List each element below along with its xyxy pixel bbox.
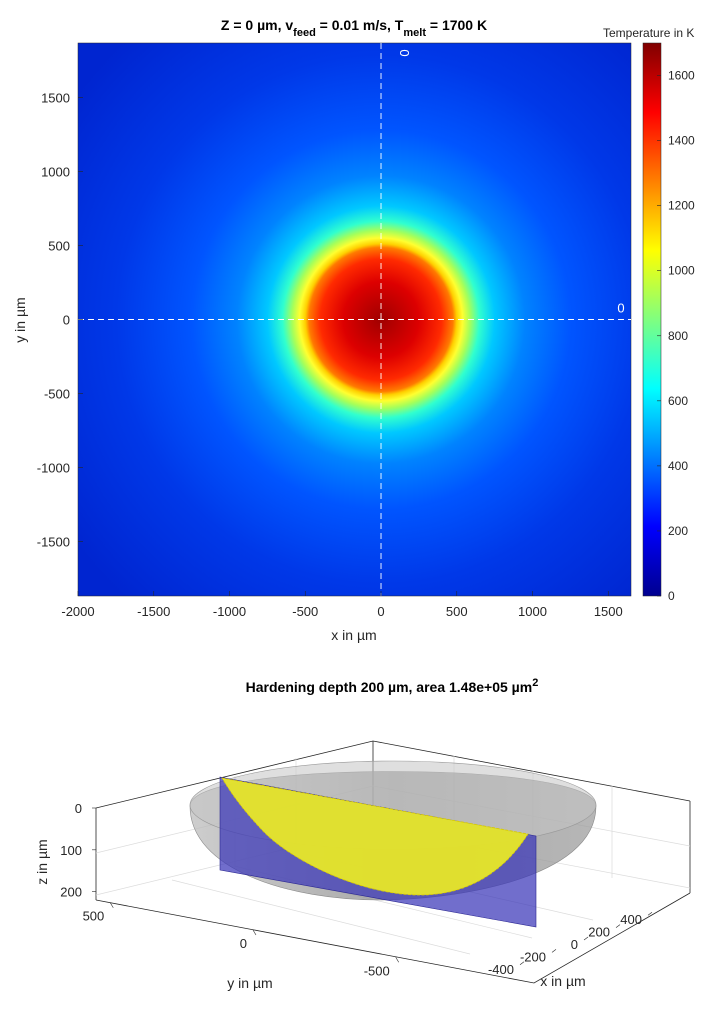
front-box-edges (95, 892, 691, 984)
y-axis-label: y in µm (227, 975, 272, 991)
heatmap-y-tick-label: 1000 (41, 165, 70, 180)
heatmap-y-tick-label: -500 (44, 386, 70, 401)
y-tick-label: 500 (83, 909, 105, 924)
heatmap-x-tick-label: -1500 (137, 604, 170, 619)
z-axis-label: z in µm (34, 839, 50, 884)
heatmap-x-tick-label: 0 (377, 604, 384, 619)
heatmap-y-tick-label: -1500 (37, 534, 70, 549)
x-tick-label: -400 (488, 962, 514, 977)
heatmap-x-tick-label: -2000 (61, 604, 94, 619)
x-tick (647, 911, 653, 916)
heatmap-y-tick-label: -1000 (37, 460, 70, 475)
y-tick (110, 902, 114, 908)
heatmap-x-tick-label: 1500 (594, 604, 623, 619)
colorbar-tick-label: 800 (668, 329, 688, 343)
colorbar-tick-label: 1200 (668, 199, 695, 213)
contour-label: 0 (397, 49, 412, 56)
cross-section-fill (221, 777, 529, 896)
x-tick-label: 0 (571, 937, 578, 952)
z-axis-ticks: 0 100 200 (60, 801, 96, 900)
x-tick (519, 961, 525, 966)
heatmap-x-tick-label: 1000 (518, 604, 547, 619)
heatmap-x-ticks: -2000 -1500 -1000 -500 0 500 1000 1500 (61, 591, 623, 619)
colorbar-tick-label: 0 (668, 589, 675, 603)
colorbar-tick-label: 1400 (668, 134, 695, 148)
z-tick-label: 0 (75, 801, 82, 816)
z-tick-label: 200 (60, 885, 82, 900)
heatmap-x-tick-label: 500 (446, 604, 468, 619)
y-tick-label: -500 (364, 963, 390, 978)
heatmap-title: Z = 0 µm, vfeed = 0.01 m/s, Tmelt = 1700… (221, 17, 487, 39)
colorbar-ticks: 0 200 400 600 800 1000 1200 1400 1600 (657, 69, 695, 603)
colorbar-tick-label: 1000 (668, 264, 695, 278)
colorbar-label: Temperature in K (603, 26, 694, 40)
y-tick (395, 957, 399, 963)
x-tick-label: 400 (620, 912, 642, 927)
x-tick (615, 924, 621, 928)
x-tick-label: -200 (520, 949, 546, 964)
colorbar-tick-label: 600 (668, 394, 688, 408)
y-tick-label: 0 (240, 936, 247, 951)
x-tick-label: 200 (588, 925, 610, 940)
contour-label: 0 (617, 301, 624, 316)
3d-axes (95, 740, 691, 984)
y-tick (252, 929, 257, 936)
x-axis-ticks: -400 -200 0 200 400 (488, 911, 653, 977)
heatmap-y-label: y in µm (12, 297, 28, 342)
heatmap-x-tick-label: -1000 (213, 604, 246, 619)
colorbar (642, 42, 662, 597)
heatmap-x-tick-label: -500 (292, 604, 318, 619)
contour-lines: 00 (78, 43, 631, 596)
y-axis-ticks: 500 0 -500 (83, 902, 399, 978)
z-tick-label: 100 (60, 843, 82, 858)
heatmap-x-label: x in µm (331, 627, 376, 643)
surface-title: Hardening depth 200 µm, area 1.48e+05 µm… (246, 677, 539, 695)
heatmap-y-tick-label: 1500 (41, 91, 70, 106)
colorbar-tick-label: 400 (668, 459, 688, 473)
x-tick (551, 949, 557, 953)
x-axis-label: x in µm (540, 973, 585, 989)
heatmap-y-tick-label: 500 (48, 239, 70, 254)
heatmap-y-tick-label: 0 (63, 313, 70, 328)
x-tick (583, 936, 589, 941)
colorbar-tick-label: 200 (668, 524, 688, 538)
colorbar-tick-label: 1600 (668, 69, 695, 83)
heatmap-y-ticks: -1500 -1000 -500 0 500 1000 1500 (37, 91, 83, 549)
